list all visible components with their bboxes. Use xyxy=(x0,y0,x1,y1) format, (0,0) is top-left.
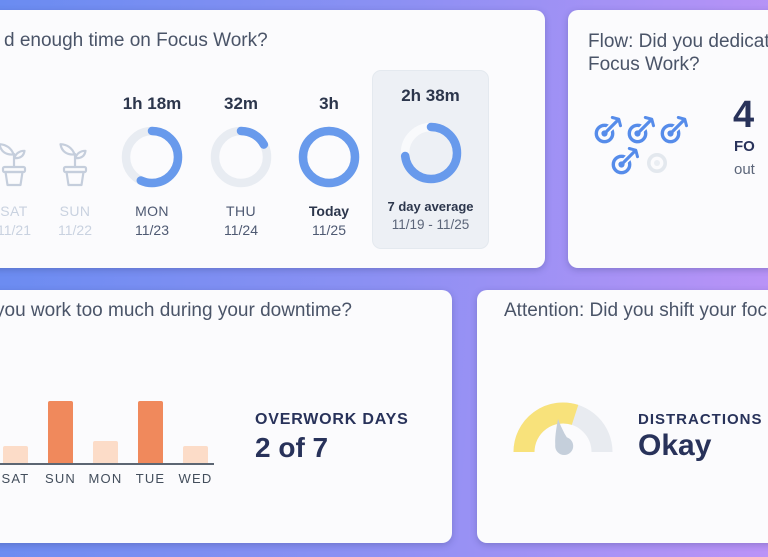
overwork-stat-label: OVERWORK DAYS xyxy=(255,411,409,428)
flow-target-hit xyxy=(592,116,622,151)
focus-day-value: 3h xyxy=(319,94,339,113)
focus-day-date: 11/24 xyxy=(224,222,258,238)
distractions-stat-label: DISTRACTIONS xyxy=(638,411,763,428)
focus-day-date: 11/22 xyxy=(58,222,92,238)
target-missed-icon xyxy=(647,153,667,173)
overwork-card: you work too much during your downtime? … xyxy=(0,290,452,543)
overwork-bar xyxy=(138,401,163,463)
average-ring xyxy=(400,122,461,184)
focus-day-value: 32m xyxy=(223,94,259,113)
downtime-bar xyxy=(183,446,208,463)
overwork-bar xyxy=(48,401,73,463)
flow-stat-value: 4 xyxy=(733,94,755,136)
focus-day-value: 1h 18m xyxy=(122,94,182,113)
flow-target-hit xyxy=(658,116,688,151)
focus-day-ring xyxy=(298,126,360,188)
target-dart-icon xyxy=(594,116,622,144)
plant-pot-icon xyxy=(0,143,27,187)
focus-card-title: d enough time on Focus Work? xyxy=(4,30,268,51)
gauge-needle-icon xyxy=(555,419,574,455)
focus-day-column: 32m THU 11/24 xyxy=(196,10,286,268)
average-value: 2h 38m xyxy=(401,86,460,105)
bar-axis-label: MON xyxy=(88,471,123,486)
focus-day-label: MON xyxy=(135,203,169,219)
focus-day-label: THU xyxy=(226,203,256,219)
seven-day-average-box: 2h 38m 7 day average 11/19 - 11/25 xyxy=(372,70,489,249)
flow-stat-label: FO xyxy=(734,138,755,155)
flow-target-hit xyxy=(609,147,639,182)
focus-day-label: Today xyxy=(308,203,350,219)
distractions-stat-value: Okay xyxy=(638,429,712,462)
focus-day-label: SUN xyxy=(59,203,91,219)
average-label: 7 day average xyxy=(387,199,474,214)
flow-card: Flow: Did you dedicat Focus Work? 4 FO o… xyxy=(568,10,768,268)
average-date-range: 11/19 - 11/25 xyxy=(391,217,470,232)
downtime-bar xyxy=(93,441,118,463)
focus-day-label: SAT xyxy=(0,203,28,219)
overwork-card-title: you work too much during your downtime? xyxy=(0,300,352,321)
focus-ring-chart xyxy=(121,126,183,188)
flow-target-hit xyxy=(625,116,655,151)
flow-stat-subtext: out xyxy=(734,161,755,178)
flow-card-title-line2: Focus Work? xyxy=(588,54,700,75)
bar-axis-label: WED xyxy=(178,471,213,486)
focus-day-column: 1h 18m MON 11/23 xyxy=(107,10,197,268)
bar-axis-label: SAT xyxy=(1,471,30,486)
attention-card: Attention: Did you shift your focus DIST… xyxy=(477,290,768,543)
downtime-bar xyxy=(3,446,28,463)
bar-chart-axis xyxy=(0,463,214,465)
focus-work-card: d enough time on Focus Work? SAT 11/21 SU… xyxy=(0,10,545,268)
plant-pot-icon xyxy=(59,143,88,187)
target-dart-icon xyxy=(611,147,639,175)
attention-card-title: Attention: Did you shift your focus xyxy=(504,300,768,321)
flow-card-title-line1: Flow: Did you dedicat xyxy=(588,31,768,52)
focus-day-date: 11/23 xyxy=(135,222,169,238)
target-dart-icon xyxy=(660,116,688,144)
focus-day-column: SUN 11/22 xyxy=(30,10,120,268)
focus-ring-chart xyxy=(210,126,272,188)
overwork-stat-value: 2 of 7 xyxy=(255,432,329,463)
distractions-gauge-icon xyxy=(513,402,613,455)
target-dart-icon xyxy=(627,116,655,144)
focus-day-date: 11/25 xyxy=(312,222,346,238)
focus-ring-chart xyxy=(298,126,360,188)
average-ring-chart xyxy=(400,122,462,184)
focus-day-column: 3h Today 11/25 xyxy=(284,10,374,268)
focus-day-ring xyxy=(210,126,272,188)
focus-day-date: 11/21 xyxy=(0,222,31,238)
flow-target-miss xyxy=(644,150,670,181)
bar-axis-label: SUN xyxy=(44,471,77,486)
bar-axis-label: TUE xyxy=(135,471,166,486)
focus-day-ring xyxy=(121,126,183,188)
focus-day-column: SAT 11/21 xyxy=(0,10,59,268)
